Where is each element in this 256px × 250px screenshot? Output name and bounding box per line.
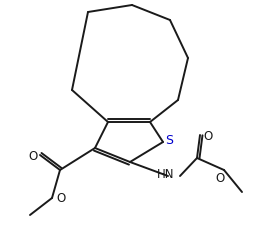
Text: O: O — [56, 192, 66, 205]
Text: S: S — [165, 134, 173, 147]
Text: HN: HN — [157, 168, 175, 181]
Text: O: O — [28, 150, 38, 162]
Text: O: O — [215, 172, 225, 186]
Text: O: O — [203, 130, 213, 142]
